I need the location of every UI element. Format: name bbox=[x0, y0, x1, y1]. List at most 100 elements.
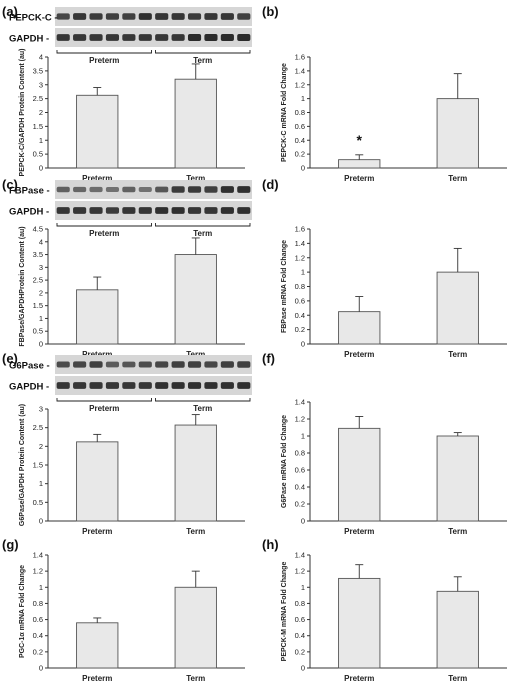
significance-marker: * bbox=[357, 132, 363, 148]
blot-band bbox=[122, 382, 136, 389]
panel-label: (h) bbox=[262, 537, 279, 552]
blot-band bbox=[220, 207, 234, 214]
bar bbox=[76, 441, 119, 522]
x-tick-label: Preterm bbox=[344, 350, 374, 359]
panel-label: (f) bbox=[262, 351, 275, 366]
blot-strip bbox=[55, 7, 252, 26]
blot-row-label: GAPDH - bbox=[9, 34, 49, 45]
y-tick-label: 0.6 bbox=[295, 615, 305, 624]
blot-row-label: GAPDH - bbox=[9, 382, 49, 393]
y-tick-label: 1.4 bbox=[295, 66, 305, 75]
y-tick-label: 3.5 bbox=[33, 66, 43, 75]
blot-band bbox=[171, 34, 185, 41]
blot-band bbox=[56, 34, 70, 41]
x-tick-label: Term bbox=[448, 174, 467, 183]
blot-band bbox=[155, 382, 169, 389]
blot-image bbox=[55, 7, 252, 47]
y-tick-label: 0.4 bbox=[33, 631, 43, 640]
panel-label: (c) bbox=[2, 177, 18, 192]
y-tick-label: 0.5 bbox=[33, 327, 43, 336]
y-tick-label: 0.4 bbox=[295, 136, 305, 145]
y-tick-label: 0.2 bbox=[295, 500, 305, 509]
blot-band bbox=[220, 382, 234, 389]
y-tick-label: 0 bbox=[301, 517, 305, 526]
group-label: Preterm bbox=[89, 56, 119, 65]
y-tick-label: 1.4 bbox=[295, 239, 305, 248]
y-tick-label: 3 bbox=[39, 405, 43, 414]
blot-band bbox=[171, 361, 185, 368]
panel-7: (h) 0 0.2 0.4 0.6 0.8 1 1.2 1.4 PEPCK-M mRNA Fold… bbox=[262, 537, 507, 682]
blot-image bbox=[55, 180, 252, 220]
blot-band bbox=[56, 361, 70, 368]
blot-band bbox=[105, 382, 120, 389]
bar bbox=[76, 94, 119, 169]
y-tick-label: 1 bbox=[39, 479, 43, 488]
blot-band bbox=[171, 382, 185, 389]
blot-band bbox=[73, 361, 87, 368]
y-tick-label: 1.2 bbox=[295, 253, 305, 262]
blot-band bbox=[138, 13, 152, 20]
panel-0: (a)PEPCK-C - GAPDH - Preterm Term 0 0.5 1 1.5 2 2… bbox=[2, 4, 252, 183]
blot-band bbox=[73, 382, 87, 389]
blot-band bbox=[237, 13, 251, 20]
y-tick-label: 2.5 bbox=[33, 423, 43, 432]
y-tick-label: 0.8 bbox=[295, 599, 305, 608]
blot-band bbox=[155, 207, 169, 214]
blot-band bbox=[187, 382, 202, 389]
blot-band bbox=[89, 382, 103, 389]
y-axis-label: PEPCK-C mRNA Fold Change bbox=[281, 63, 288, 162]
bar bbox=[436, 435, 479, 522]
blot-band bbox=[187, 13, 202, 20]
blot-band bbox=[73, 13, 87, 20]
y-axis-label: PEPCK-C/GAPDH Protein Content (au) bbox=[19, 49, 26, 177]
panel-label: (a) bbox=[2, 4, 18, 19]
y-tick-label: 0 bbox=[301, 164, 305, 173]
blot-band bbox=[122, 361, 136, 368]
blot-strip bbox=[55, 201, 252, 220]
y-tick-label: 2.5 bbox=[33, 276, 43, 285]
blot-band bbox=[204, 207, 218, 214]
bar bbox=[338, 427, 381, 522]
blot-band bbox=[73, 34, 87, 41]
y-tick-label: 4 bbox=[39, 53, 43, 62]
y-tick-label: 0.8 bbox=[295, 282, 305, 291]
panel-label: (e) bbox=[2, 351, 18, 366]
blot-band bbox=[237, 34, 251, 41]
blot-band bbox=[138, 382, 152, 389]
group-bracket bbox=[56, 50, 152, 54]
blot-band bbox=[204, 13, 218, 20]
x-tick-label: Term bbox=[448, 674, 467, 682]
y-axis-label: PEPCK-M mRNA Fold Change bbox=[281, 562, 288, 662]
y-tick-label: 0.2 bbox=[295, 647, 305, 656]
x-tick-label: Term bbox=[448, 350, 467, 359]
group-label: Term bbox=[193, 56, 212, 65]
y-tick-label: 0 bbox=[301, 340, 305, 349]
blot-band bbox=[105, 186, 120, 193]
y-tick-label: 0.4 bbox=[295, 311, 305, 320]
blot-band bbox=[89, 13, 103, 20]
group-bracket bbox=[56, 223, 152, 227]
x-tick-label: Term bbox=[186, 174, 205, 183]
y-tick-label: 1.2 bbox=[295, 567, 305, 576]
y-tick-label: 1 bbox=[39, 314, 43, 323]
y-tick-label: 0 bbox=[39, 340, 43, 349]
bar bbox=[436, 98, 479, 169]
blot-band bbox=[171, 207, 185, 214]
x-tick-label: Preterm bbox=[344, 527, 374, 536]
group-label: Preterm bbox=[89, 404, 119, 413]
y-tick-label: 2 bbox=[39, 442, 43, 451]
blot-band bbox=[237, 382, 251, 389]
blot-band bbox=[138, 207, 152, 214]
blot-band bbox=[73, 186, 87, 193]
blot-band bbox=[220, 186, 234, 193]
group-label: Term bbox=[193, 404, 212, 413]
blot-band bbox=[220, 13, 234, 20]
bar bbox=[338, 311, 381, 345]
blot-band bbox=[138, 361, 152, 368]
x-tick-label: Preterm bbox=[344, 174, 374, 183]
y-tick-label: 0 bbox=[301, 664, 305, 673]
blot-band bbox=[105, 13, 120, 20]
bar bbox=[436, 271, 479, 345]
panel-2: (c)FBPase - GAPDH - Preterm Term 0 0.5 1 1.5 2 2.… bbox=[2, 177, 252, 359]
blot-row-label: G6Pase - bbox=[9, 361, 50, 372]
